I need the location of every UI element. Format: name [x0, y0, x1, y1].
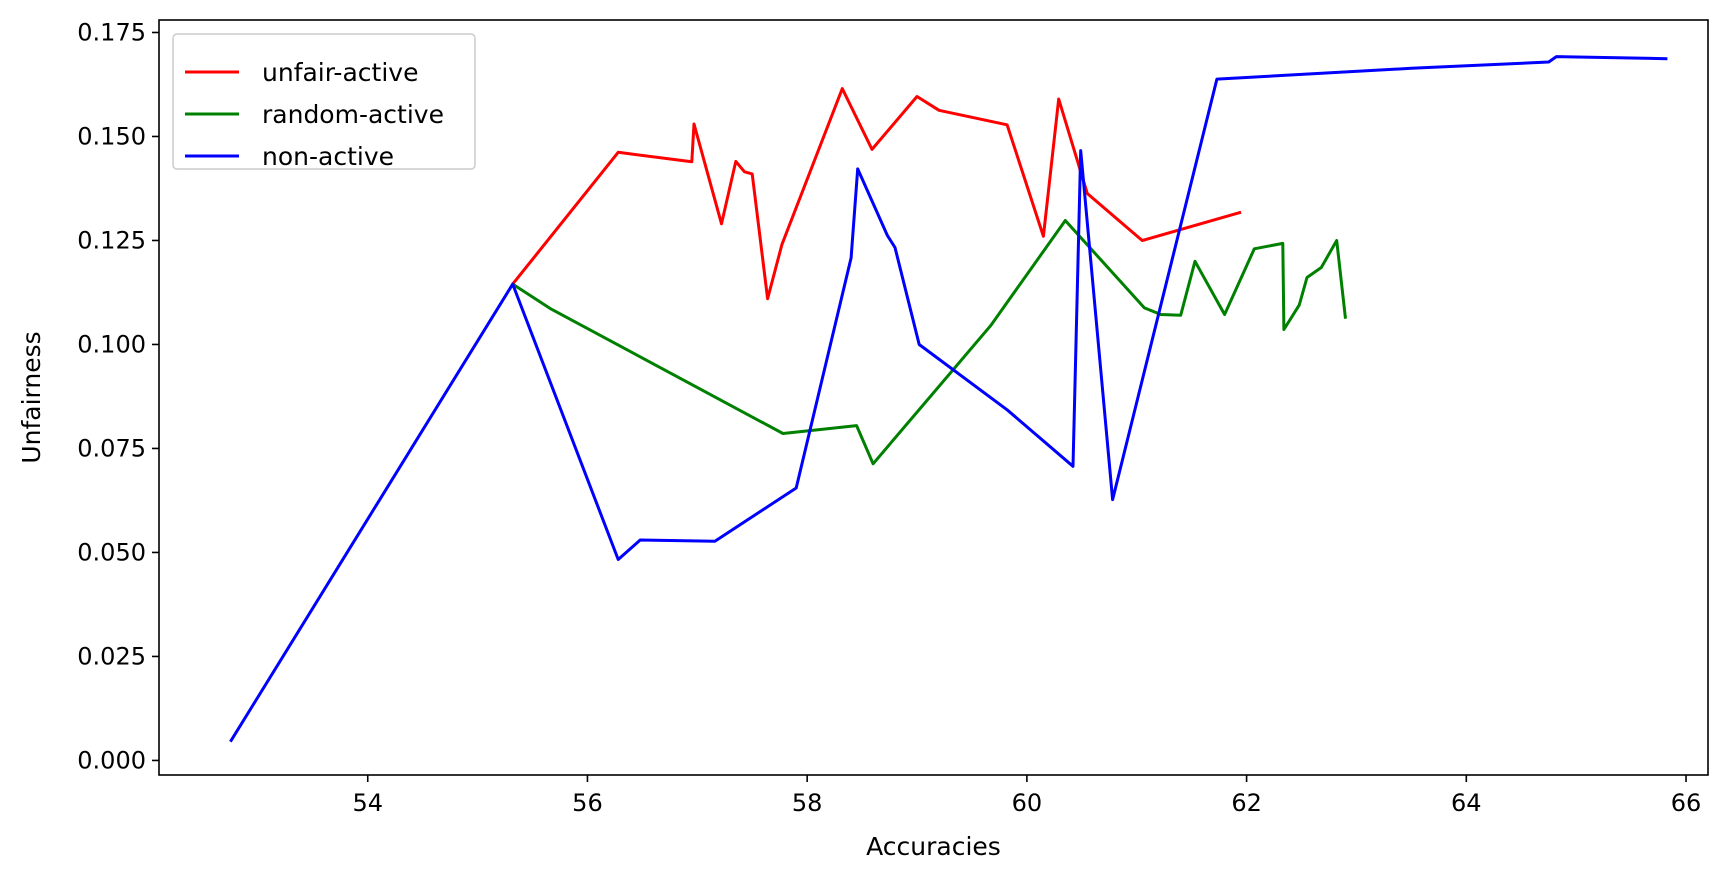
y-axis-label: Unfairness [17, 331, 46, 463]
x-tick-label: 54 [352, 789, 383, 817]
x-tick-label: 58 [792, 789, 823, 817]
series-lines [229, 55, 1668, 743]
y-tick-label: 0.050 [77, 538, 146, 566]
x-tick-label: 62 [1231, 789, 1262, 817]
x-axis: 54 56 58 60 62 64 66 [352, 775, 1701, 817]
y-tick-label: 0.125 [77, 226, 146, 254]
y-tick-label: 0.025 [77, 642, 146, 670]
plot-frame [158, 19, 1709, 776]
y-tick-label: 0.175 [77, 18, 146, 46]
x-tick-label: 66 [1671, 789, 1702, 817]
legend-box [172, 33, 476, 170]
legend-label: unfair-active [262, 58, 418, 87]
x-tick-label: 56 [572, 789, 603, 817]
legend: unfair-active random-active non-active [172, 33, 476, 171]
y-axis: 0.000 0.025 0.050 0.075 0.100 0.125 0.150 0.175 [77, 18, 159, 774]
x-tick-label: 60 [1012, 789, 1043, 817]
legend-label: random-active [262, 100, 444, 129]
series-line-unfair-active [511, 87, 1242, 301]
y-tick-label: 0.000 [77, 746, 146, 774]
x-tick-label: 64 [1451, 789, 1482, 817]
series-line-random-active [511, 219, 1347, 466]
x-axis-label: Accuracies [866, 832, 1001, 861]
y-tick-label: 0.100 [77, 330, 146, 358]
series-line-non-active [229, 55, 1668, 743]
y-tick-label: 0.150 [77, 122, 146, 150]
legend-label: non-active [262, 142, 394, 171]
y-tick-label: 0.075 [77, 434, 146, 462]
